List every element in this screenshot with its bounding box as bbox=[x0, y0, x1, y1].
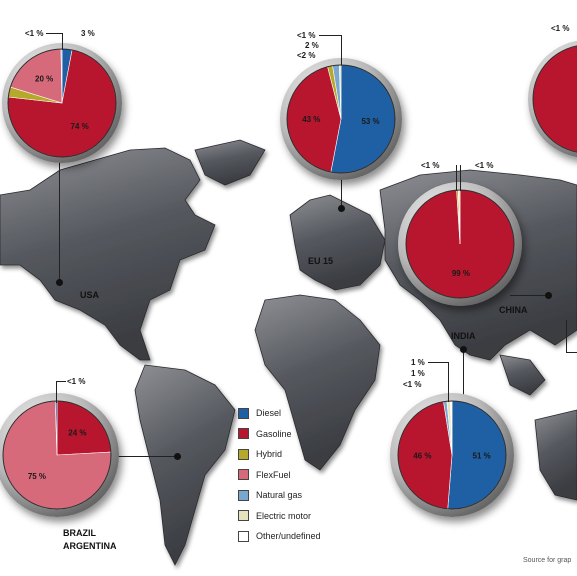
region-label-china: CHINA bbox=[499, 305, 528, 315]
leader-china-small bbox=[456, 165, 457, 191]
legend-swatch bbox=[238, 448, 249, 460]
legend-swatch bbox=[238, 469, 249, 481]
label-india-other: <1 % bbox=[403, 380, 422, 389]
pie-slice-label: 51 % bbox=[473, 451, 491, 460]
leader-usa-small-v bbox=[62, 33, 63, 50]
pie-slice-label: 20 % bbox=[35, 74, 53, 83]
pie-slice-label: 43 % bbox=[302, 115, 320, 124]
pie-slice-gasoline bbox=[532, 45, 577, 153]
pie-slice-label: 24 % bbox=[68, 429, 86, 438]
pie-chart-partial: 19 % bbox=[532, 45, 577, 153]
region-label-brazil: BRAZIL bbox=[63, 528, 96, 538]
region-label-india: INDIA bbox=[451, 331, 476, 341]
continent-greenland bbox=[194, 139, 266, 186]
legend-item-diesel: Diesel bbox=[238, 403, 321, 424]
marker-dot-eu15 bbox=[338, 205, 345, 212]
continent-africa bbox=[254, 294, 381, 471]
label-eu15-electric: <1 % bbox=[297, 31, 316, 40]
region-label-argentina: ARGENTINA bbox=[63, 541, 117, 551]
region-label-usa: USA bbox=[80, 290, 100, 300]
continent-south-america bbox=[134, 364, 236, 566]
pie-rim bbox=[532, 45, 577, 153]
label-india-electric: 1 % bbox=[411, 369, 425, 378]
leader-right-edge-h bbox=[566, 352, 577, 353]
pie-chart-china: 99 % bbox=[405, 189, 515, 299]
pie-rim bbox=[397, 400, 507, 510]
leader-china bbox=[510, 295, 550, 296]
label-india-natural-gas: 1 % bbox=[411, 358, 425, 367]
marker-dot-india bbox=[460, 346, 467, 353]
legend-item-gasoline: Gasoline bbox=[238, 424, 321, 445]
leader-india bbox=[463, 350, 464, 395]
legend-label: Gasoline bbox=[256, 428, 292, 439]
leader-eu15-small-v bbox=[341, 35, 342, 65]
legend-swatch bbox=[238, 510, 249, 522]
pie-chart-brazil-argentina: 24 % 75 % bbox=[2, 400, 112, 510]
label-eu15-natural-gas: 2 % bbox=[305, 41, 319, 50]
continent-north-america bbox=[0, 147, 216, 361]
continent-southeast-asia bbox=[499, 354, 546, 396]
legend-item-electric-motor: Electric motor bbox=[238, 506, 321, 527]
legend-swatch bbox=[238, 428, 249, 440]
leader-brazil bbox=[112, 456, 178, 457]
marker-dot-brazil bbox=[174, 453, 181, 460]
pie-chart-india: 51 % 46 % bbox=[397, 400, 507, 510]
pie-chart-eu15: 53 % 43 % bbox=[286, 64, 396, 174]
label-eu15-hybrid: <2 % bbox=[297, 51, 316, 60]
label-china-hybrid: <1 % bbox=[421, 161, 440, 170]
label-usa-diesel: 3 % bbox=[81, 29, 95, 38]
pie-slice-label: 53 % bbox=[361, 117, 379, 126]
leader-china-small-b bbox=[460, 165, 461, 191]
legend-label: FlexFuel bbox=[256, 469, 291, 480]
label-usa-natural-gas: <1 % bbox=[25, 29, 44, 38]
pie-slice-label: 99 % bbox=[452, 269, 470, 278]
legend-label: Other/undefined bbox=[256, 531, 321, 542]
continent-australia bbox=[534, 409, 577, 501]
leader-usa bbox=[59, 150, 60, 283]
legend-swatch bbox=[238, 407, 249, 419]
legend-item-natural-gas: Natural gas bbox=[238, 485, 321, 506]
continent-europe bbox=[289, 194, 386, 291]
leader-eu15-small bbox=[319, 35, 341, 36]
legend-label: Electric motor bbox=[256, 510, 312, 521]
source-note: Source for grap bbox=[523, 557, 572, 564]
leader-india-small-v bbox=[448, 362, 449, 402]
leader-india-small bbox=[428, 362, 448, 363]
label-china-electric: <1 % bbox=[475, 161, 494, 170]
legend-item-flexfuel: FlexFuel bbox=[238, 465, 321, 486]
leader-eu15 bbox=[341, 175, 342, 207]
pie-chart-usa: 74 % 20 % bbox=[7, 48, 117, 158]
leader-brazil-small-v bbox=[56, 381, 57, 403]
marker-dot-usa bbox=[56, 279, 63, 286]
legend-swatch bbox=[238, 489, 249, 501]
legend-swatch bbox=[238, 530, 249, 542]
leader-brazil-small bbox=[56, 381, 66, 382]
legend-label: Natural gas bbox=[256, 490, 303, 501]
legend-item-other-undefined: Other/undefined bbox=[238, 526, 321, 547]
region-label-eu15: EU 15 bbox=[308, 256, 334, 266]
pie-rim bbox=[2, 400, 112, 510]
leader-right-edge bbox=[566, 320, 567, 352]
label-partial-small: <1 % bbox=[551, 24, 570, 33]
pie-slice-label: 46 % bbox=[413, 451, 431, 460]
pie-slice-label: 74 % bbox=[71, 122, 89, 131]
pie-slice-label: 75 % bbox=[28, 472, 46, 481]
marker-dot-china bbox=[545, 292, 552, 299]
legend: Diesel Gasoline Hybrid FlexFuel Natural gas E… bbox=[238, 403, 321, 547]
label-brazil-diesel: <1 % bbox=[67, 377, 86, 386]
legend-item-hybrid: Hybrid bbox=[238, 444, 321, 465]
leader-usa-small bbox=[46, 33, 62, 34]
legend-label: Diesel bbox=[256, 408, 282, 419]
legend-label: Hybrid bbox=[256, 449, 283, 460]
pie-rim bbox=[286, 64, 396, 174]
